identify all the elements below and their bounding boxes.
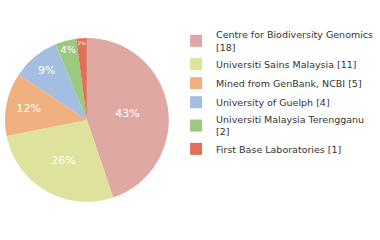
svg-text:University of Guelph [4]: University of Guelph [4] [216,97,330,108]
svg-text:4%: 4% [61,44,76,55]
svg-text:12%: 12% [17,102,41,115]
svg-text:First Base Laboratories [1]: First Base Laboratories [1] [216,144,341,155]
svg-text:26%: 26% [51,154,75,167]
svg-text:Universiti Malaysia Terengganu: Universiti Malaysia Terengganu[2] [216,114,364,137]
svg-text:Centre for Biodiversity Genomi: Centre for Biodiversity Genomics[18] [216,29,373,52]
svg-text:43%: 43% [115,107,139,120]
svg-text:2%: 2% [78,40,86,46]
svg-text:Universiti Sains Malaysia [11]: Universiti Sains Malaysia [11] [216,59,356,70]
svg-text:Mined from GenBank, NCBI [5]: Mined from GenBank, NCBI [5] [216,78,362,89]
svg-text:9%: 9% [38,64,55,77]
